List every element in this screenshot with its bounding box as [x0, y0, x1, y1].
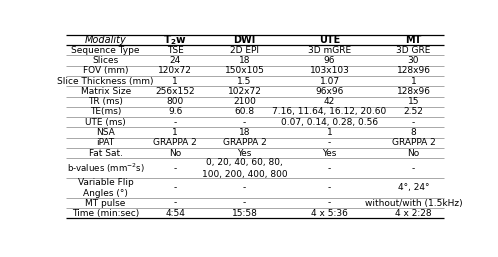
- Text: TSE: TSE: [167, 46, 184, 55]
- Text: Yes: Yes: [238, 149, 252, 158]
- Text: No: No: [407, 149, 420, 158]
- Text: 15:58: 15:58: [232, 209, 257, 218]
- Text: -: -: [412, 118, 415, 127]
- Text: -: -: [328, 198, 331, 207]
- Text: Yes: Yes: [322, 149, 337, 158]
- Text: 3D GRE: 3D GRE: [396, 46, 431, 55]
- Text: 30: 30: [408, 56, 419, 65]
- Text: NSA: NSA: [96, 128, 115, 137]
- Text: -: -: [412, 164, 415, 173]
- Text: 1: 1: [172, 77, 178, 86]
- Text: 102x72: 102x72: [228, 87, 261, 96]
- Text: Slices: Slices: [93, 56, 119, 65]
- Text: 1.5: 1.5: [238, 77, 252, 86]
- Text: 128x96: 128x96: [396, 87, 430, 96]
- Text: 120x72: 120x72: [158, 66, 192, 75]
- Text: MT pulse: MT pulse: [86, 198, 126, 207]
- Text: 7.16, 11.64, 16.12, 20.60: 7.16, 11.64, 16.12, 20.60: [272, 107, 386, 116]
- Text: Fat Sat.: Fat Sat.: [89, 149, 123, 158]
- Text: 4 x 5:36: 4 x 5:36: [311, 209, 348, 218]
- Text: b-values (mm$^{-2}$s): b-values (mm$^{-2}$s): [67, 161, 144, 175]
- Text: 18: 18: [239, 56, 250, 65]
- Text: DWI: DWI: [234, 35, 256, 45]
- Text: 9.6: 9.6: [168, 107, 182, 116]
- Text: TR (ms): TR (ms): [88, 97, 123, 106]
- Text: 150x105: 150x105: [225, 66, 264, 75]
- Text: -: -: [328, 183, 331, 192]
- Text: 96x96: 96x96: [315, 87, 344, 96]
- Text: No: No: [169, 149, 181, 158]
- Text: 8: 8: [410, 128, 416, 137]
- Text: -: -: [173, 183, 177, 192]
- Text: 24: 24: [169, 56, 181, 65]
- Text: 103x103: 103x103: [310, 66, 350, 75]
- Text: -: -: [243, 118, 246, 127]
- Text: 96: 96: [324, 56, 335, 65]
- Text: -: -: [328, 164, 331, 173]
- Text: 1: 1: [172, 128, 178, 137]
- Text: -: -: [173, 164, 177, 173]
- Text: 0, 20, 40, 60, 80,
100, 200, 400, 800: 0, 20, 40, 60, 80, 100, 200, 400, 800: [202, 158, 287, 179]
- Text: 2100: 2100: [233, 97, 256, 106]
- Text: 60.8: 60.8: [235, 107, 254, 116]
- Text: 0.07, 0.14, 0.28, 0.56: 0.07, 0.14, 0.28, 0.56: [281, 118, 378, 127]
- Text: 15: 15: [408, 97, 419, 106]
- Text: -: -: [173, 198, 177, 207]
- Text: UTE: UTE: [319, 35, 340, 45]
- Text: 128x96: 128x96: [396, 66, 430, 75]
- Text: GRAPPA 2: GRAPPA 2: [391, 138, 435, 147]
- Text: FOV (mm): FOV (mm): [83, 66, 128, 75]
- Text: MT: MT: [405, 35, 422, 45]
- Text: 1: 1: [327, 128, 332, 137]
- Text: GRAPPA 2: GRAPPA 2: [223, 138, 266, 147]
- Text: Slice Thickness (mm): Slice Thickness (mm): [57, 77, 154, 86]
- Text: 42: 42: [324, 97, 335, 106]
- Text: 3D mGRE: 3D mGRE: [308, 46, 351, 55]
- Text: -: -: [243, 198, 246, 207]
- Text: TE(ms): TE(ms): [90, 107, 122, 116]
- Text: Variable Flip
Angles (°): Variable Flip Angles (°): [78, 178, 133, 198]
- Text: 4 x 2:28: 4 x 2:28: [395, 209, 432, 218]
- Text: GRAPPA 2: GRAPPA 2: [153, 138, 197, 147]
- Text: $\mathbf{T_2w}$: $\mathbf{T_2w}$: [163, 33, 187, 47]
- Text: UTE (ms): UTE (ms): [85, 118, 126, 127]
- Text: without/with (1.5kHz): without/with (1.5kHz): [365, 198, 462, 207]
- Text: 1: 1: [410, 77, 416, 86]
- Text: Modality: Modality: [85, 35, 126, 45]
- Text: 2.52: 2.52: [403, 107, 423, 116]
- Text: 4:54: 4:54: [165, 209, 185, 218]
- Text: Sequence Type: Sequence Type: [71, 46, 140, 55]
- Text: Time (min:sec): Time (min:sec): [72, 209, 139, 218]
- Text: 2D EPI: 2D EPI: [230, 46, 259, 55]
- Text: -: -: [328, 138, 331, 147]
- Text: 1.07: 1.07: [319, 77, 340, 86]
- Text: 800: 800: [166, 97, 184, 106]
- Text: 256x152: 256x152: [155, 87, 195, 96]
- Text: 18: 18: [239, 128, 250, 137]
- Text: Matrix Size: Matrix Size: [81, 87, 131, 96]
- Text: 4°, 24°: 4°, 24°: [398, 183, 429, 192]
- Text: -: -: [173, 118, 177, 127]
- Text: -: -: [243, 183, 246, 192]
- Text: iPAT: iPAT: [97, 138, 115, 147]
